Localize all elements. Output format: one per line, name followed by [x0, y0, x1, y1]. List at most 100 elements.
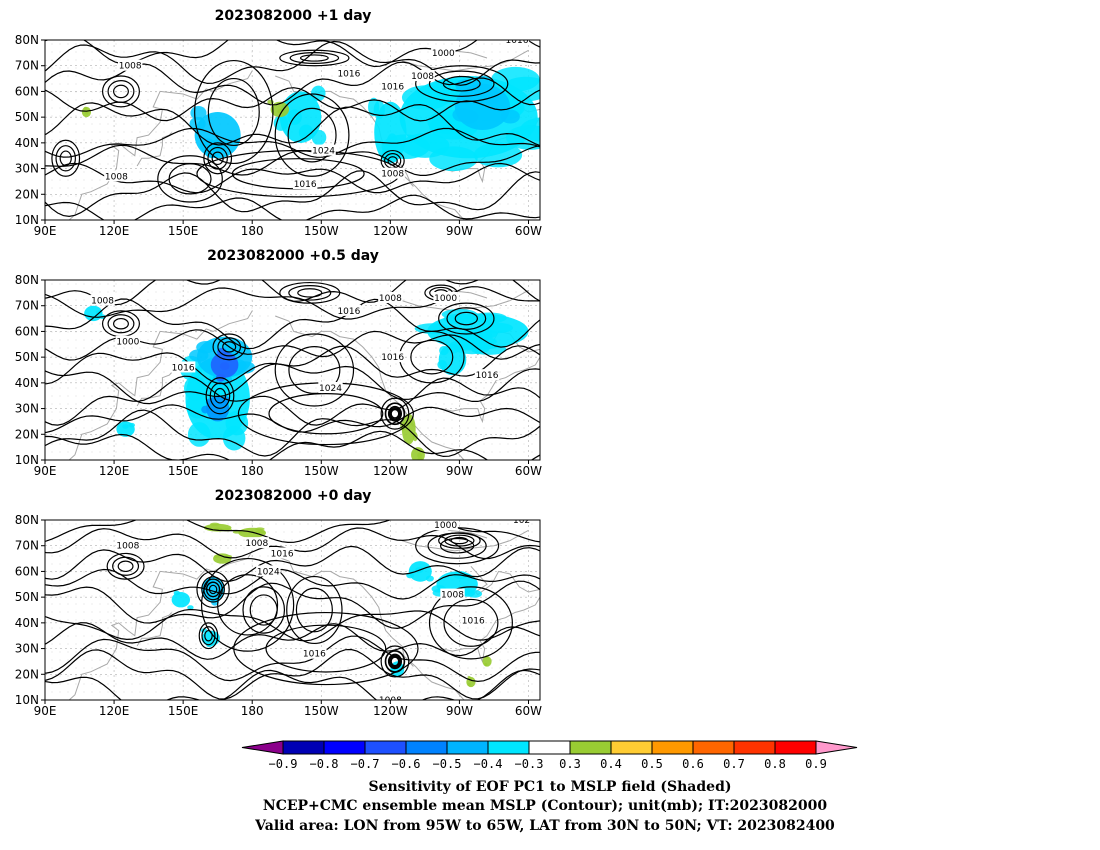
- colorbar-max-arrow: [815, 740, 858, 755]
- low-pressure-isobar: [415, 65, 509, 103]
- isobar-label: 102: [513, 516, 530, 526]
- isobar-label-bg: [269, 547, 295, 559]
- lat-tick-label: 60N: [15, 84, 39, 98]
- isobar-line: [45, 622, 540, 660]
- isobar-label: 1016: [337, 307, 360, 317]
- low-pressure-isobar: [217, 337, 242, 357]
- coastline: [136, 612, 172, 647]
- isobar-label: 1024: [257, 567, 280, 577]
- caption-line-1: Sensitivity of EOF PC1 to MSLP field (Sh…: [368, 779, 731, 795]
- lat-tick-label: 30N: [15, 402, 39, 416]
- colorbar-tick-label: 0.4: [600, 757, 622, 771]
- sensitivity-shade: [471, 312, 507, 324]
- sensitivity-shade: [439, 345, 449, 356]
- low-pressure-isobar: [387, 405, 403, 422]
- sensitivity-shade: [473, 142, 523, 168]
- isobar-line: [45, 162, 540, 194]
- sensitivity-shade: [311, 129, 327, 146]
- low-pressure-isobar: [107, 314, 135, 334]
- sensitivity-shade: [187, 605, 194, 610]
- colorbar-tick-label: −0.9: [269, 757, 298, 771]
- low-pressure-isobar: [390, 409, 400, 419]
- isobar-label-bg: [512, 520, 531, 525]
- sensitivity-shade: [171, 592, 191, 608]
- isobar-label-bg: [115, 335, 141, 347]
- isobar-label: 1000: [116, 338, 139, 348]
- isobar-label-bg: [117, 59, 143, 71]
- isobar-label-bg: [378, 694, 403, 700]
- coastline: [440, 356, 540, 424]
- isobar-label: 1000: [434, 521, 457, 531]
- low-pressure-isobar: [212, 333, 246, 361]
- isobar-label-bg: [410, 70, 435, 81]
- sensitivity-shade: [128, 422, 135, 428]
- lon-tick-label: 120W: [373, 704, 408, 718]
- colorbar-tick-label: −0.8: [310, 757, 339, 771]
- lon-tick-label: 90W: [446, 704, 473, 718]
- low-pressure-isobar: [117, 560, 134, 573]
- lat-tick-label: 20N: [15, 427, 39, 441]
- panel-title: 2023082000 +0 day: [215, 488, 372, 504]
- lat-tick-label: 80N: [15, 513, 39, 527]
- coastline: [440, 596, 540, 664]
- low-pressure-isobar: [380, 397, 410, 430]
- isobar-label-layer: 1008 1000 1016 1016 1008 1000 1016 1024 1016: [90, 292, 500, 394]
- low-pressure-isobar: [384, 402, 406, 426]
- low-pressure-isobar: [444, 534, 475, 547]
- low-pressure-isobar: [288, 285, 332, 301]
- lat-tick-label: 40N: [15, 616, 39, 630]
- low-pressure-isobar: [297, 288, 323, 298]
- lon-tick-label: 150W: [304, 224, 339, 238]
- sensitivity-shade: [189, 116, 206, 131]
- isobar-line: [45, 608, 540, 642]
- low-pressure-isobar: [299, 54, 329, 62]
- lat-tick-label: 70N: [15, 59, 39, 73]
- sensitivity-shade: [85, 111, 89, 115]
- isobar-label: 1008: [411, 72, 434, 82]
- lon-tick-label: 60W: [515, 224, 542, 238]
- lat-tick-label: 60N: [15, 324, 39, 338]
- colorbar-swatch: [528, 740, 571, 755]
- isobar-label: 1008: [116, 542, 139, 552]
- colorbar-swatch: [487, 740, 530, 755]
- isobar-label-bg: [311, 144, 336, 156]
- colorbar-swatch: [405, 740, 448, 755]
- isobar-line: [45, 40, 540, 86]
- low-pressure-isobar: [101, 75, 140, 108]
- lon-tick-label: 120W: [373, 224, 408, 238]
- low-pressure-isobar: [450, 536, 469, 545]
- colorbar-swatch: [282, 740, 325, 755]
- high-pressure-isobar: [287, 107, 337, 163]
- lon-tick-label: 90E: [34, 224, 57, 238]
- sensitivity-shade: [219, 362, 230, 370]
- lat-tick-label: 30N: [15, 162, 39, 176]
- sensitivity-shade: [189, 349, 209, 362]
- isobar-label: 1016: [381, 353, 404, 363]
- lat-tick-label: 60N: [15, 564, 39, 578]
- isobar-label-bg: [380, 351, 405, 363]
- isobar-line: [45, 144, 540, 176]
- high-pressure-isobar: [265, 624, 387, 673]
- lon-tick-label: 90W: [446, 224, 473, 238]
- sensitivity-shade: [311, 85, 326, 102]
- lon-tick-label: 120E: [99, 224, 130, 238]
- isobar-label: 1008: [381, 170, 404, 180]
- colorbar-tick-label: 0.6: [682, 757, 704, 771]
- isobar-line: [45, 375, 540, 426]
- isobar-label-bg: [318, 382, 343, 393]
- isobar-line: [45, 345, 540, 385]
- high-pressure-isobar: [268, 393, 384, 435]
- high-pressure-isobar: [443, 598, 499, 647]
- isobar-label-bg: [292, 178, 318, 189]
- isobar-label-bg: [431, 46, 456, 58]
- isobar-label-bg: [378, 292, 403, 303]
- sensitivity-shade: [417, 453, 422, 458]
- lat-tick-label: 30N: [15, 642, 39, 656]
- lon-tick-label: 180: [241, 224, 264, 238]
- sensitivity-shade: [467, 682, 471, 687]
- high-pressure-isobar: [217, 574, 279, 636]
- colorbar: −0.9 −0.8 −0.7 −0.6 −0.5 −0.4 −0.3 0.3 0.4 0.5 0.6…: [241, 740, 858, 771]
- low-pressure-isobar: [201, 626, 216, 646]
- low-pressure-isobar: [390, 656, 400, 667]
